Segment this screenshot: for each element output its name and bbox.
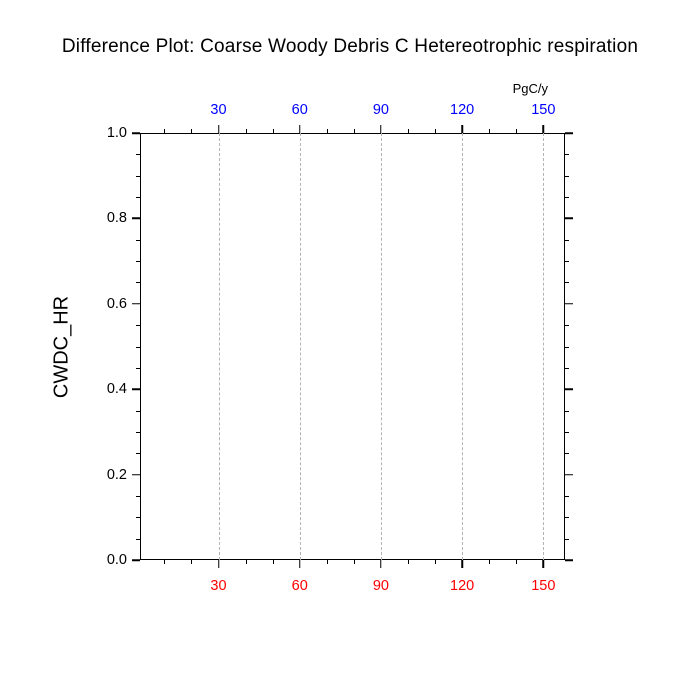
x-minor-tick-bottom bbox=[326, 560, 328, 564]
y-tick-label-left: 0.8 bbox=[106, 210, 127, 227]
y-major-tick-left bbox=[132, 303, 140, 305]
chart-title: Difference Plot: Coarse Woody Debris C H… bbox=[61, 36, 639, 57]
x-major-tick-top bbox=[298, 125, 301, 133]
x-gridline bbox=[218, 133, 220, 560]
y-minor-tick-right bbox=[565, 517, 569, 519]
x-minor-tick-bottom bbox=[407, 560, 409, 564]
y-minor-tick-right bbox=[565, 367, 569, 369]
y-minor-tick-right bbox=[565, 154, 569, 156]
y-major-tick-left bbox=[132, 473, 140, 476]
y-minor-tick-right bbox=[565, 495, 569, 497]
x-minor-tick-top bbox=[435, 129, 437, 133]
y-minor-tick-right bbox=[565, 410, 569, 412]
y-tick-label-left: 0.2 bbox=[106, 466, 127, 483]
y-minor-tick-left bbox=[136, 538, 140, 540]
y-major-tick-right bbox=[565, 303, 573, 305]
x-major-tick-bottom bbox=[298, 560, 301, 568]
y-major-tick-left bbox=[132, 559, 140, 561]
y-minor-tick-right bbox=[565, 431, 569, 433]
plot-frame bbox=[140, 133, 565, 560]
x-major-tick-bottom bbox=[217, 560, 220, 568]
y-major-tick-right bbox=[565, 217, 573, 220]
y-major-tick-right bbox=[565, 132, 573, 134]
x-tick-label-top: 150 bbox=[531, 102, 556, 118]
y-minor-tick-right bbox=[565, 346, 569, 348]
x-minor-tick-bottom bbox=[164, 560, 166, 564]
x-gridline bbox=[543, 133, 545, 560]
y-major-tick-left bbox=[132, 217, 140, 220]
y-major-tick-right bbox=[565, 473, 573, 476]
x-minor-tick-top bbox=[516, 129, 518, 133]
y-minor-tick-left bbox=[136, 175, 140, 177]
x-tick-label-bottom: 120 bbox=[450, 578, 475, 594]
y-major-tick-right bbox=[565, 388, 573, 390]
x-tick-label-bottom: 30 bbox=[210, 578, 227, 594]
x-tick-label-bottom: 150 bbox=[531, 578, 556, 594]
y-axis-title: CWDC_HR bbox=[50, 295, 73, 399]
y-minor-tick-left bbox=[136, 453, 140, 455]
x-minor-tick-bottom bbox=[489, 560, 491, 564]
y-major-tick-right bbox=[565, 559, 573, 561]
y-minor-tick-left bbox=[136, 431, 140, 433]
x-minor-tick-bottom bbox=[353, 560, 355, 564]
x-minor-tick-top bbox=[191, 129, 193, 133]
x-minor-tick-bottom bbox=[245, 560, 247, 564]
x-tick-label-top: 120 bbox=[450, 102, 475, 118]
x-minor-tick-bottom bbox=[272, 560, 274, 564]
y-minor-tick-right bbox=[565, 325, 569, 327]
x-major-tick-bottom bbox=[380, 560, 382, 568]
y-major-tick-left bbox=[132, 388, 140, 390]
y-minor-tick-left bbox=[136, 261, 140, 263]
x-gridline bbox=[462, 133, 464, 560]
x-major-tick-top bbox=[542, 125, 545, 133]
y-minor-tick-right bbox=[565, 538, 569, 540]
x-minor-tick-top bbox=[489, 129, 491, 133]
y-minor-tick-left bbox=[136, 367, 140, 369]
y-minor-tick-left bbox=[136, 410, 140, 412]
y-minor-tick-left bbox=[136, 517, 140, 519]
x-minor-tick-top bbox=[245, 129, 247, 133]
y-minor-tick-left bbox=[136, 197, 140, 199]
y-tick-label-left: 0.4 bbox=[106, 380, 127, 397]
x-major-tick-top bbox=[461, 125, 463, 133]
x-major-tick-bottom bbox=[461, 560, 463, 568]
x-minor-tick-top bbox=[326, 129, 328, 133]
x-tick-label-bottom: 90 bbox=[372, 578, 389, 594]
y-minor-tick-right bbox=[565, 175, 569, 177]
y-tick-label-left: 0.6 bbox=[106, 295, 127, 312]
y-major-tick-left bbox=[132, 132, 140, 134]
x-tick-label-top: 60 bbox=[291, 102, 308, 118]
y-minor-tick-right bbox=[565, 197, 569, 199]
y-minor-tick-right bbox=[565, 261, 569, 263]
y-minor-tick-left bbox=[136, 325, 140, 327]
x-minor-tick-top bbox=[353, 129, 355, 133]
unit-label: PgC/y bbox=[512, 81, 548, 96]
y-tick-label-left: 0.0 bbox=[106, 551, 127, 568]
x-major-tick-top bbox=[217, 125, 220, 133]
y-tick-label-left: 1.0 bbox=[106, 124, 127, 141]
x-tick-label-top: 90 bbox=[372, 102, 389, 118]
x-tick-label-bottom: 60 bbox=[291, 578, 308, 594]
y-minor-tick-left bbox=[136, 495, 140, 497]
y-minor-tick-left bbox=[136, 154, 140, 156]
x-tick-label-top: 30 bbox=[210, 102, 227, 118]
x-minor-tick-top bbox=[407, 129, 409, 133]
plot-area: 30 30 60 60 90 90 120 120 150 150 0.0 0.2 0.4 0.6 0.8 1… bbox=[107, 103, 573, 593]
y-minor-tick-right bbox=[565, 453, 569, 455]
x-minor-tick-bottom bbox=[191, 560, 193, 564]
x-minor-tick-top bbox=[164, 129, 166, 133]
y-minor-tick-left bbox=[136, 282, 140, 284]
x-minor-tick-bottom bbox=[516, 560, 518, 564]
y-minor-tick-right bbox=[565, 282, 569, 284]
x-gridline bbox=[299, 133, 301, 560]
x-major-tick-top bbox=[380, 125, 382, 133]
y-minor-tick-left bbox=[136, 239, 140, 241]
x-minor-tick-bottom bbox=[435, 560, 437, 564]
x-gridline bbox=[380, 133, 382, 560]
x-major-tick-bottom bbox=[542, 560, 545, 568]
x-minor-tick-top bbox=[272, 129, 274, 133]
y-minor-tick-left bbox=[136, 346, 140, 348]
y-minor-tick-right bbox=[565, 239, 569, 241]
